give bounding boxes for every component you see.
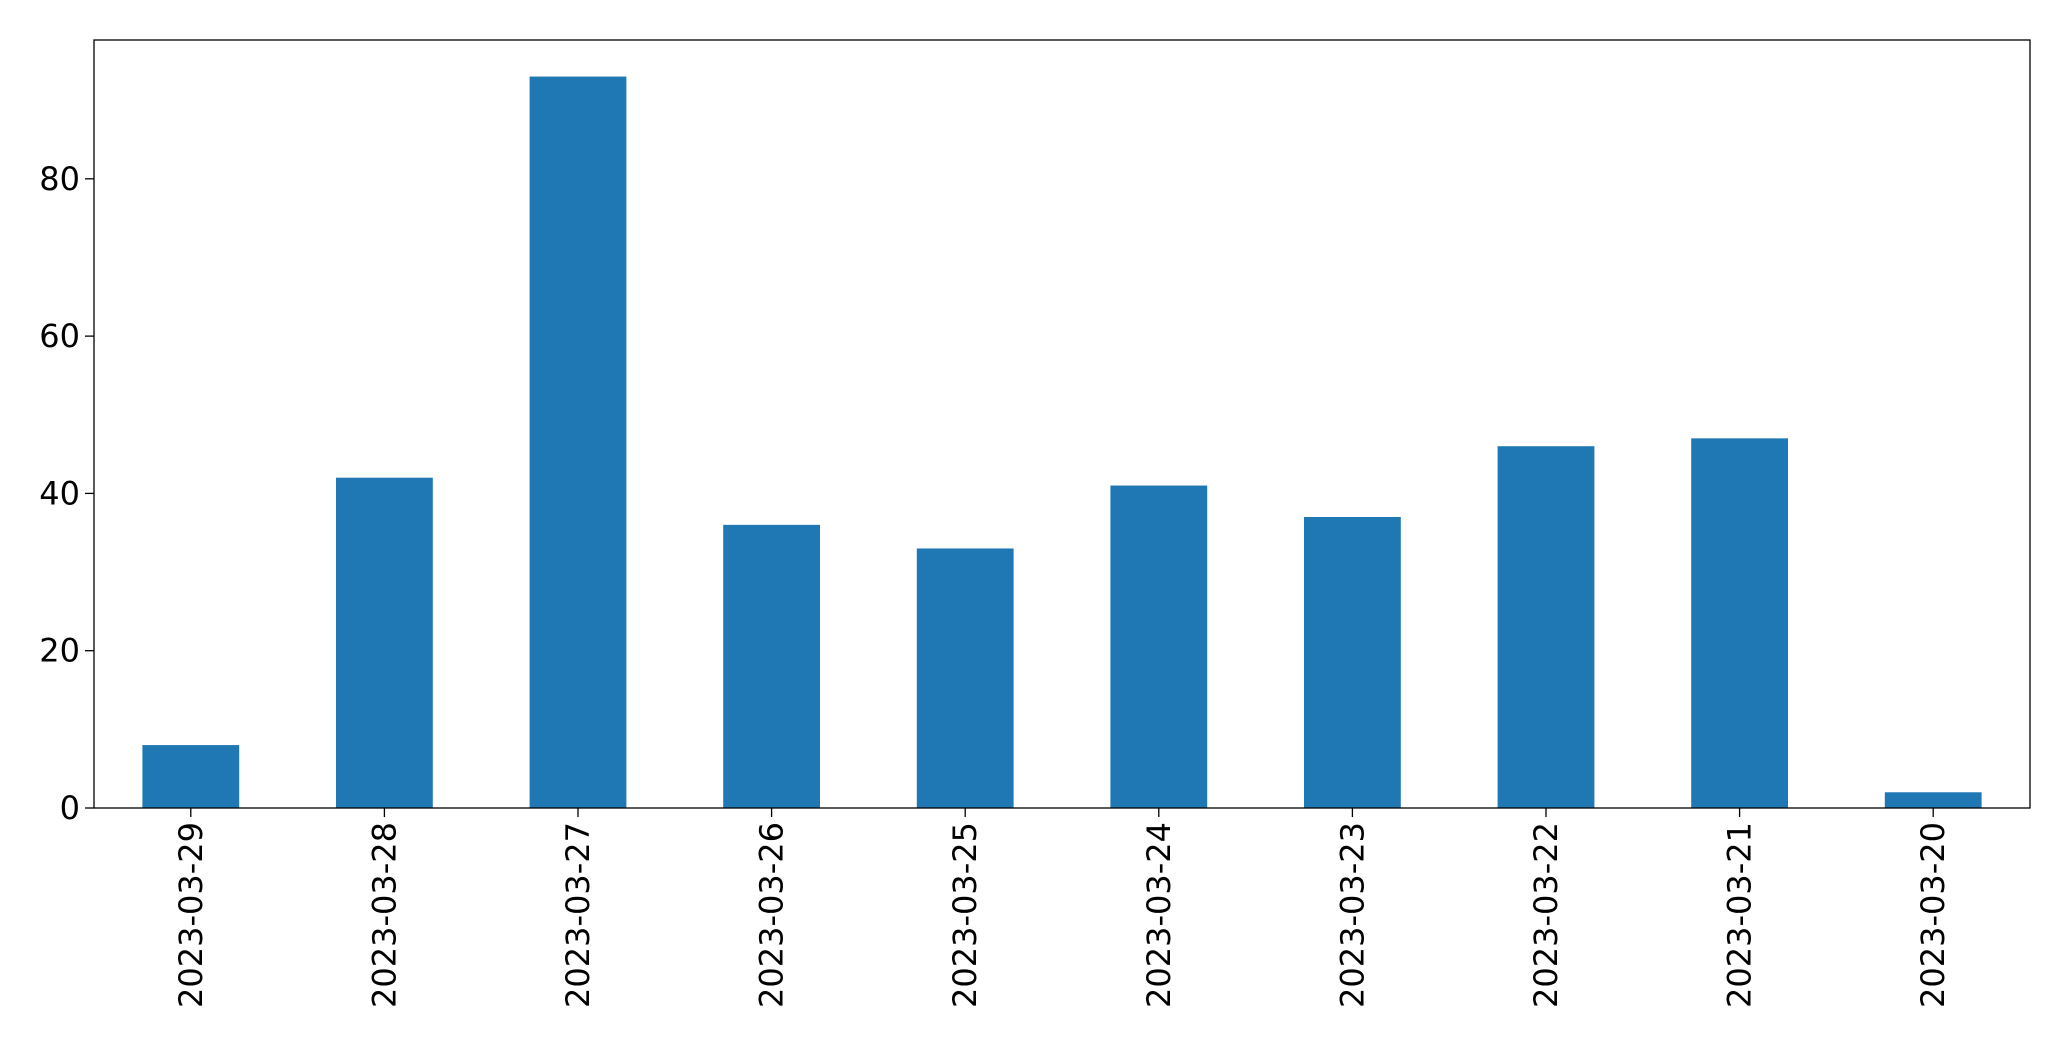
y-tick-label: 60: [39, 317, 80, 355]
y-tick-label: 40: [39, 474, 80, 512]
x-tick-label: 2023-03-20: [1914, 822, 1952, 1008]
bar: [1497, 446, 1595, 808]
x-tick-label: 2023-03-27: [559, 822, 597, 1008]
bar: [1884, 792, 1982, 808]
bar: [529, 76, 627, 809]
x-tick-label: 2023-03-22: [1527, 822, 1565, 1008]
bar: [1110, 485, 1208, 808]
bar: [1691, 438, 1788, 808]
bar: [1304, 517, 1401, 808]
axes-frame: [93, 39, 2031, 809]
x-tick-label: 2023-03-21: [1721, 822, 1759, 1008]
y-tick-label: 80: [39, 160, 80, 198]
y-tick-label: 0: [60, 789, 80, 827]
x-tick-label: 2023-03-29: [172, 822, 210, 1008]
bar: [142, 745, 240, 808]
x-tick-label: 2023-03-28: [365, 822, 403, 1008]
x-tick-label: 2023-03-26: [753, 822, 791, 1008]
bar: [916, 548, 1014, 808]
x-tick-label: 2023-03-25: [946, 822, 984, 1008]
bar: [336, 477, 433, 808]
bar: [723, 524, 820, 808]
y-tick-label: 20: [39, 632, 80, 670]
x-tick-label: 2023-03-23: [1333, 822, 1371, 1008]
x-tick-label: 2023-03-24: [1140, 822, 1178, 1008]
